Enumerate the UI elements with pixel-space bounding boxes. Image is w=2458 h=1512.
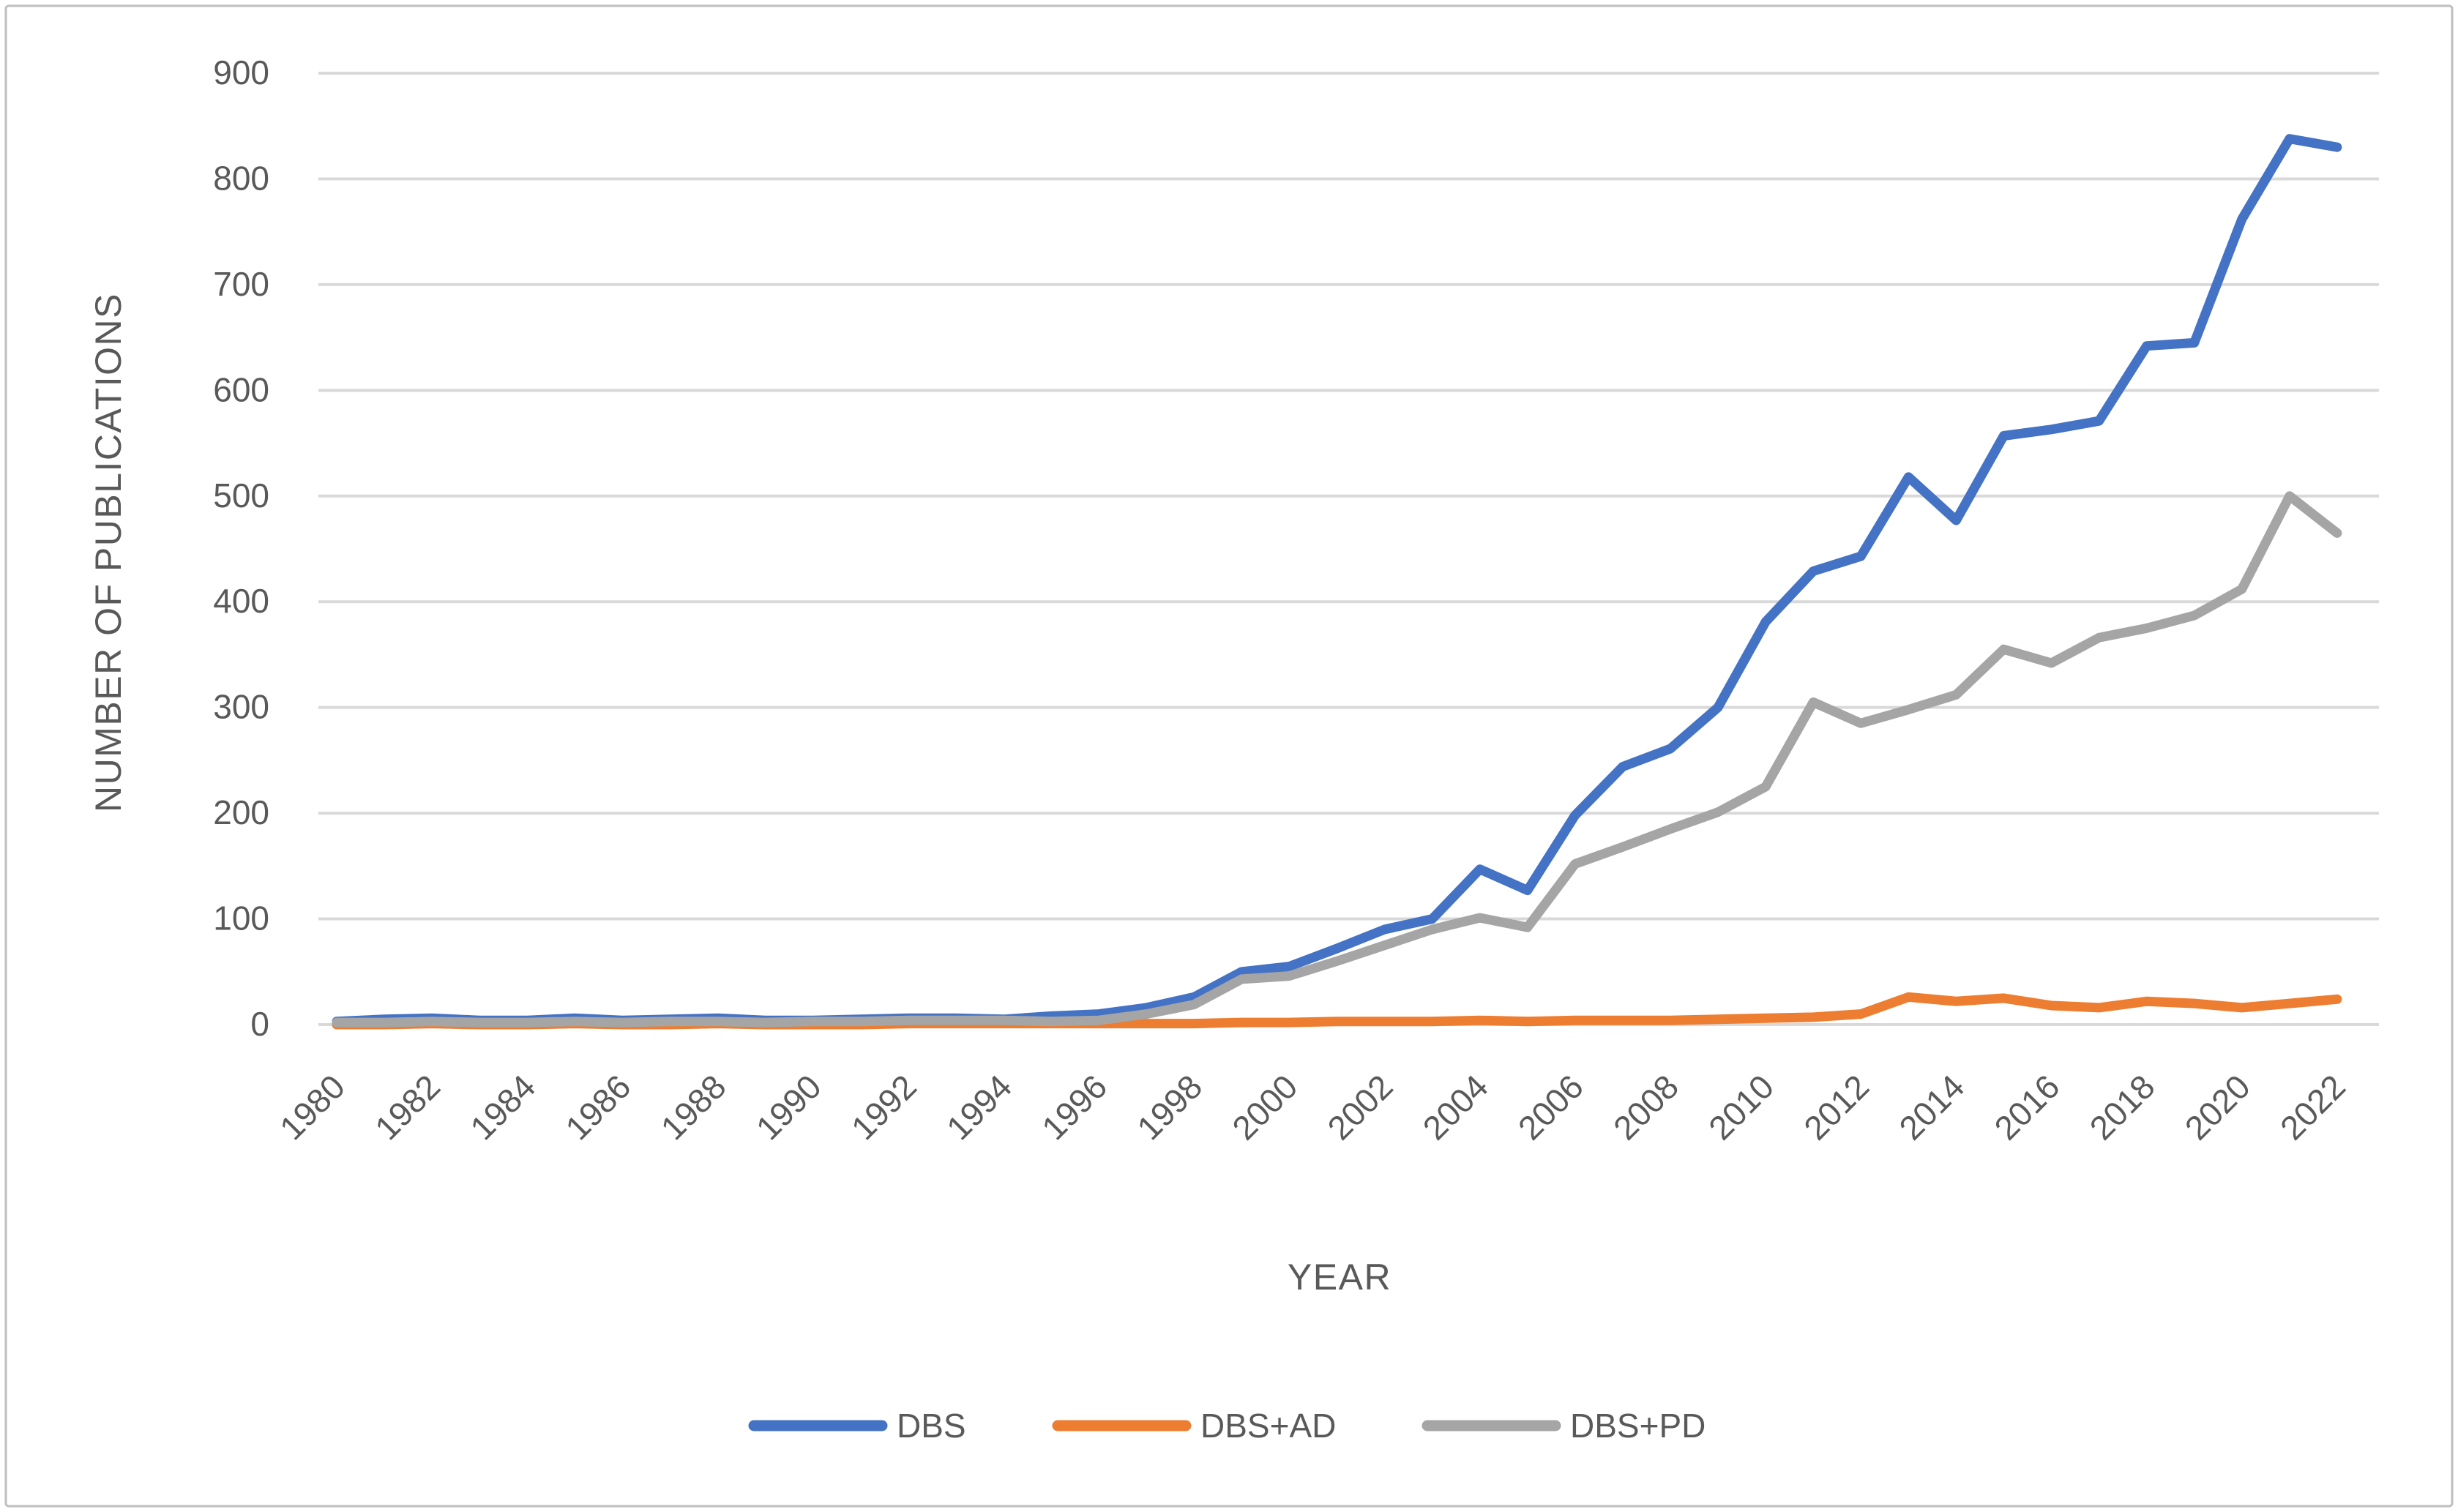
x-axis-tick-labels: 1980 1982 1984 1986 1988 1990 1992 1994 1996 1998…	[272, 1067, 2353, 1147]
x-tick-label: 2018	[2082, 1067, 2162, 1147]
x-tick-label: 2000	[1225, 1067, 1304, 1147]
y-axis-title: NUMBER OF PUBLICATIONS	[88, 293, 129, 812]
y-tick-label: 300	[213, 688, 269, 726]
gridlines-group	[318, 72, 2379, 1026]
y-tick-label: 200	[213, 793, 269, 831]
y-tick-label: 900	[213, 53, 269, 91]
x-tick-label: 2010	[1701, 1067, 1781, 1147]
series-line-dbs-pd	[332, 491, 2342, 1028]
legend: DBS DBS+AD DBS+PD	[748, 1407, 1706, 1445]
y-tick-label: 800	[213, 159, 269, 197]
x-tick-label: 2008	[1606, 1067, 1686, 1147]
x-axis-title: YEAR	[1288, 1257, 1392, 1298]
y-tick-label: 0	[250, 1005, 269, 1043]
x-tick-label: 1982	[367, 1067, 447, 1147]
x-tick-label: 1980	[272, 1067, 352, 1147]
y-tick-label: 400	[213, 582, 269, 620]
legend-label-dbs-pd: DBS+PD	[1570, 1407, 1706, 1445]
x-tick-label: 2016	[1987, 1067, 2066, 1147]
x-tick-label: 2004	[1416, 1067, 1495, 1147]
y-tick-label: 700	[213, 265, 269, 303]
x-tick-label: 1984	[463, 1067, 542, 1147]
x-tick-label: 1992	[844, 1067, 924, 1147]
legend-label-dbs: DBS	[897, 1407, 966, 1445]
x-tick-label: 2020	[2178, 1067, 2257, 1147]
y-tick-label: 600	[213, 370, 269, 408]
x-tick-label: 2022	[2273, 1067, 2353, 1147]
x-tick-label: 2012	[1796, 1067, 1876, 1147]
data-series-group	[332, 134, 2342, 1030]
x-tick-label: 2002	[1320, 1067, 1400, 1147]
y-tick-label: 500	[213, 476, 269, 514]
x-tick-label: 1994	[939, 1067, 1019, 1147]
x-tick-label: 2014	[1891, 1067, 1971, 1147]
x-tick-label: 1988	[653, 1067, 733, 1147]
x-tick-label: 1986	[558, 1067, 638, 1147]
series-line-dbs	[332, 134, 2342, 1027]
x-tick-label: 1998	[1129, 1067, 1209, 1147]
x-tick-label: 2006	[1511, 1067, 1591, 1147]
y-tick-label: 100	[213, 899, 269, 937]
legend-label-dbs-ad: DBS+AD	[1200, 1407, 1336, 1445]
x-tick-label: 1996	[1034, 1067, 1114, 1147]
chart-frame-border	[4, 4, 2454, 1508]
x-tick-label: 1990	[749, 1067, 829, 1147]
y-axis-tick-labels: 0 100 200 300 400 500 600 700 800 900	[213, 53, 269, 1043]
